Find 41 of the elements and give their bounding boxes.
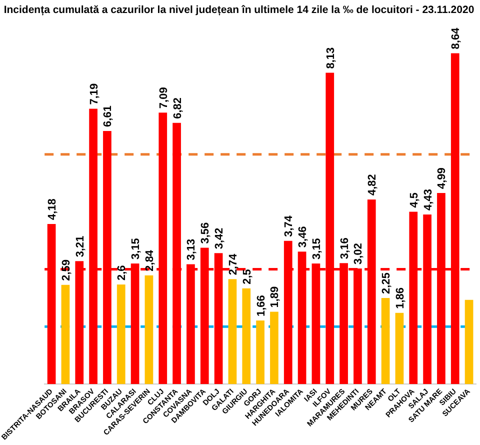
data-label: 1,86 <box>394 287 406 309</box>
data-label: 8,64 <box>450 26 462 50</box>
data-label: 3,15 <box>310 238 323 260</box>
bar <box>395 312 404 384</box>
data-label: 7,09 <box>158 87 170 109</box>
bar <box>464 300 474 384</box>
data-label: 2,84 <box>144 249 156 272</box>
data-label: 3,56 <box>200 222 212 244</box>
bar <box>270 312 278 384</box>
data-label: 4,82 <box>366 174 379 196</box>
data-label: 4,5 <box>408 192 420 208</box>
chart-title: Incidența cumulată a cazurilor la nivel județean în ultimele 14 zile la ‰ de locuitori - 23.11.2020 <box>4 4 474 16</box>
bar <box>381 298 390 384</box>
data-label: 6,61 <box>102 106 114 127</box>
data-label: 3,21 <box>74 236 86 258</box>
data-label: 3,16 <box>338 238 351 260</box>
data-label: 4,18 <box>46 198 59 220</box>
data-label: 3,46 <box>297 226 310 248</box>
data-label: 2,25 <box>380 272 393 294</box>
bar <box>116 284 126 384</box>
data-label: 3,02 <box>352 243 365 264</box>
data-label: 6,82 <box>172 98 184 119</box>
bar <box>61 284 70 384</box>
data-label: 2,5 <box>241 269 254 284</box>
data-label: 7,19 <box>88 83 100 105</box>
data-label: 2,74 <box>227 252 240 276</box>
bar <box>144 275 154 384</box>
bar <box>242 288 251 384</box>
data-label: 3,74 <box>283 214 296 237</box>
data-label: 3,42 <box>214 228 226 250</box>
data-label: 1,66 <box>255 295 268 317</box>
bar <box>256 320 264 384</box>
data-label: 4,43 <box>422 189 434 210</box>
bar <box>228 279 237 384</box>
data-label: 3,13 <box>186 238 198 260</box>
data-label: 4,99 <box>436 168 448 190</box>
data-label: 8,13 <box>324 47 337 69</box>
data-label: 3,15 <box>130 238 142 260</box>
data-label: 2,59 <box>60 260 72 281</box>
data-label: 1,89 <box>269 286 282 308</box>
data-label: 2,6 <box>116 265 128 281</box>
